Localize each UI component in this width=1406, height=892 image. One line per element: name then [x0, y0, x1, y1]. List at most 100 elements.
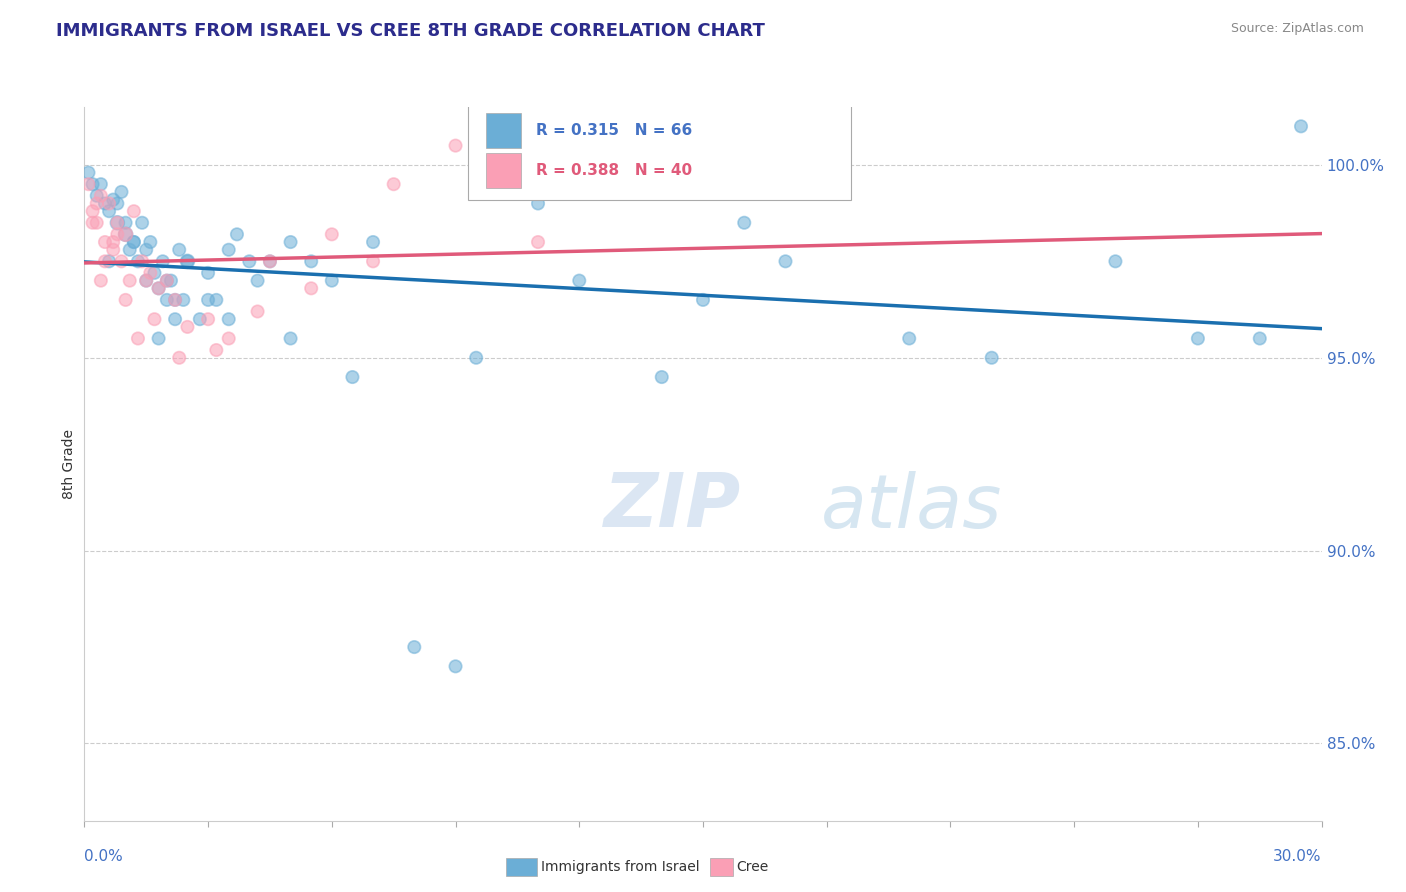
Point [246, 304, 269, 318]
Point [568, 274, 591, 288]
Point [114, 227, 136, 242]
Text: 30.0%: 30.0% [1274, 849, 1322, 864]
Point [139, 235, 162, 249]
Point [131, 254, 153, 268]
Point [197, 266, 219, 280]
Point [131, 216, 153, 230]
Point [90, 274, 112, 288]
Point [444, 138, 467, 153]
Point [527, 196, 550, 211]
Point [122, 235, 145, 249]
Point [103, 235, 125, 249]
Point [82, 177, 104, 191]
Point [197, 312, 219, 326]
Point [775, 254, 797, 268]
Point [139, 266, 162, 280]
Point [205, 293, 228, 307]
Point [382, 177, 405, 191]
Point [692, 293, 714, 307]
Point [404, 640, 426, 654]
Point [160, 274, 183, 288]
Point [114, 227, 136, 242]
Text: Cree: Cree [737, 860, 769, 874]
Point [259, 254, 281, 268]
Point [156, 293, 179, 307]
Point [82, 216, 104, 230]
Point [105, 216, 128, 230]
Point [165, 293, 187, 307]
Point [188, 312, 211, 326]
Point [246, 274, 269, 288]
Point [86, 196, 108, 211]
Point [167, 351, 190, 365]
Point [148, 281, 170, 295]
Point [527, 235, 550, 249]
Point [1187, 331, 1209, 345]
Point [361, 235, 384, 249]
Point [280, 331, 302, 345]
Point [122, 235, 145, 249]
Point [110, 254, 132, 268]
Point [127, 254, 149, 268]
Point [321, 274, 343, 288]
Point [226, 227, 249, 242]
Point [280, 235, 302, 249]
Point [103, 193, 125, 207]
Point [110, 185, 132, 199]
Point [98, 196, 121, 211]
Point [135, 274, 157, 288]
Point [98, 204, 121, 219]
FancyBboxPatch shape [486, 153, 522, 187]
Point [98, 254, 121, 268]
Point [114, 216, 136, 230]
Point [148, 281, 170, 295]
Point [103, 243, 125, 257]
Point [105, 196, 128, 211]
Point [1249, 331, 1271, 345]
Text: IMMIGRANTS FROM ISRAEL VS CREE 8TH GRADE CORRELATION CHART: IMMIGRANTS FROM ISRAEL VS CREE 8TH GRADE… [56, 22, 765, 40]
Text: 0.0%: 0.0% [84, 849, 124, 864]
Point [82, 204, 104, 219]
Point [361, 254, 384, 268]
Point [118, 243, 141, 257]
Point [165, 293, 187, 307]
Text: Source: ZipAtlas.com: Source: ZipAtlas.com [1230, 22, 1364, 36]
Point [148, 331, 170, 345]
Point [152, 254, 174, 268]
Y-axis label: 8th Grade: 8th Grade [62, 429, 76, 499]
Point [77, 166, 100, 180]
Point [197, 293, 219, 307]
Point [105, 227, 128, 242]
Point [176, 254, 198, 268]
Point [143, 266, 166, 280]
Text: atlas: atlas [821, 471, 1002, 542]
Point [94, 235, 117, 249]
Point [176, 254, 198, 268]
Point [135, 243, 157, 257]
Point [651, 370, 673, 384]
Point [94, 196, 117, 211]
Point [465, 351, 488, 365]
Point [77, 177, 100, 191]
Point [156, 274, 179, 288]
Point [205, 343, 228, 357]
Point [1289, 120, 1312, 134]
Point [444, 659, 467, 673]
FancyBboxPatch shape [486, 113, 522, 148]
Point [143, 312, 166, 326]
Text: ZIP: ZIP [605, 470, 741, 543]
Point [176, 319, 198, 334]
Point [122, 204, 145, 219]
Point [105, 216, 128, 230]
Point [90, 177, 112, 191]
Point [118, 274, 141, 288]
Point [342, 370, 364, 384]
Text: R = 0.315   N = 66: R = 0.315 N = 66 [536, 123, 692, 138]
Point [135, 274, 157, 288]
Point [1104, 254, 1126, 268]
Point [218, 243, 240, 257]
Point [299, 254, 322, 268]
Point [321, 227, 343, 242]
Text: Immigrants from Israel: Immigrants from Israel [541, 860, 700, 874]
Point [94, 254, 117, 268]
